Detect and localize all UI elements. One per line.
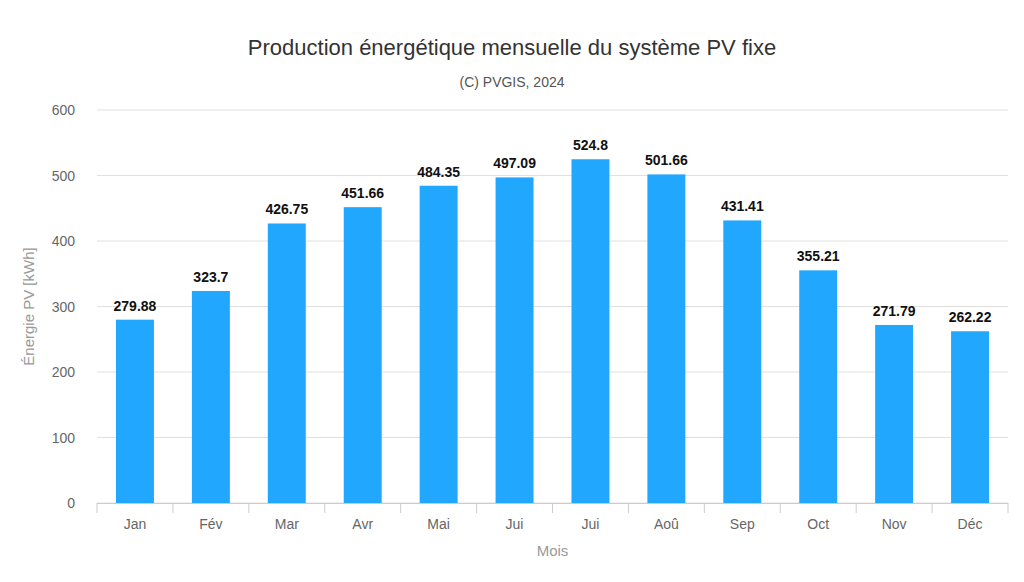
bar bbox=[571, 159, 609, 503]
grid bbox=[97, 110, 1008, 503]
data-label: 524.8 bbox=[573, 137, 608, 153]
x-tick-mark bbox=[97, 503, 98, 513]
x-tick-mark bbox=[856, 503, 857, 513]
data-label: 323.7 bbox=[193, 269, 228, 285]
x-tick-label: Mar bbox=[275, 516, 299, 532]
y-tick-label: 600 bbox=[52, 102, 76, 118]
chart-svg: Production énergétique mensuelle du syst… bbox=[0, 0, 1024, 582]
bar bbox=[875, 325, 913, 503]
grid-line bbox=[97, 437, 1008, 438]
grid-line bbox=[97, 306, 1008, 307]
bar bbox=[268, 223, 306, 503]
title: Production énergétique mensuelle du syst… bbox=[248, 35, 776, 60]
bar bbox=[799, 270, 837, 503]
x-tick-mark bbox=[932, 503, 933, 513]
grid-line bbox=[97, 110, 1008, 111]
x-axis-label: Mois bbox=[537, 542, 569, 559]
data-label: 262.22 bbox=[949, 309, 992, 325]
x-tick-label: Déc bbox=[958, 516, 983, 532]
data-label: 484.35 bbox=[417, 164, 460, 180]
bars bbox=[116, 159, 989, 503]
bar bbox=[647, 174, 685, 503]
y-tick-label: 300 bbox=[52, 299, 76, 315]
bar bbox=[951, 331, 989, 503]
x-tick-label: Sep bbox=[730, 516, 755, 532]
data-label: 497.09 bbox=[493, 155, 536, 171]
x-tick-label: Jui bbox=[506, 516, 524, 532]
x-tick-label: Jan bbox=[124, 516, 147, 532]
bar bbox=[192, 291, 230, 503]
y-tick-label: 400 bbox=[52, 233, 76, 249]
bar bbox=[723, 220, 761, 503]
data-label: 501.66 bbox=[645, 152, 688, 168]
x-tick-mark bbox=[628, 503, 629, 513]
data-label: 279.88 bbox=[114, 298, 157, 314]
x-tick-mark bbox=[400, 503, 401, 513]
x-tick-mark bbox=[1008, 503, 1009, 513]
x-tick-mark bbox=[324, 503, 325, 513]
x-tick-label: Aoû bbox=[654, 516, 679, 532]
data-label: 271.79 bbox=[873, 303, 916, 319]
bar bbox=[496, 177, 534, 503]
y-axis-label: Énergie PV [kWh] bbox=[20, 247, 37, 365]
grid-line bbox=[97, 241, 1008, 242]
grid-line bbox=[97, 175, 1008, 176]
x-tick-mark bbox=[780, 503, 781, 513]
chart-container: Production énergétique mensuelle du syst… bbox=[0, 0, 1024, 582]
y-tick-label: 100 bbox=[52, 430, 76, 446]
y-tick-label: 500 bbox=[52, 168, 76, 184]
x-tick-label: Avr bbox=[352, 516, 373, 532]
x-tick-label: Jui bbox=[582, 516, 600, 532]
x-tick-mark bbox=[248, 503, 249, 513]
x-tick-label: Oct bbox=[807, 516, 829, 532]
data-label: 426.75 bbox=[265, 201, 308, 217]
bar bbox=[344, 207, 382, 503]
y-tick-label: 200 bbox=[52, 364, 76, 380]
x-tick-mark bbox=[552, 503, 553, 513]
x-tick-mark bbox=[476, 503, 477, 513]
x-tick-label: Fév bbox=[199, 516, 222, 532]
x-tick-mark bbox=[704, 503, 705, 513]
grid-line bbox=[97, 372, 1008, 373]
y-tick-label: 0 bbox=[67, 495, 75, 511]
subtitle: (C) PVGIS, 2024 bbox=[459, 74, 564, 90]
x-tick-label: Nov bbox=[882, 516, 907, 532]
x-tick-label: Mai bbox=[427, 516, 450, 532]
x-tick-mark bbox=[172, 503, 173, 513]
data-label: 451.66 bbox=[341, 185, 384, 201]
data-label: 431.41 bbox=[721, 198, 764, 214]
bar bbox=[116, 320, 154, 503]
data-label: 355.21 bbox=[797, 248, 840, 264]
bar bbox=[420, 186, 458, 503]
